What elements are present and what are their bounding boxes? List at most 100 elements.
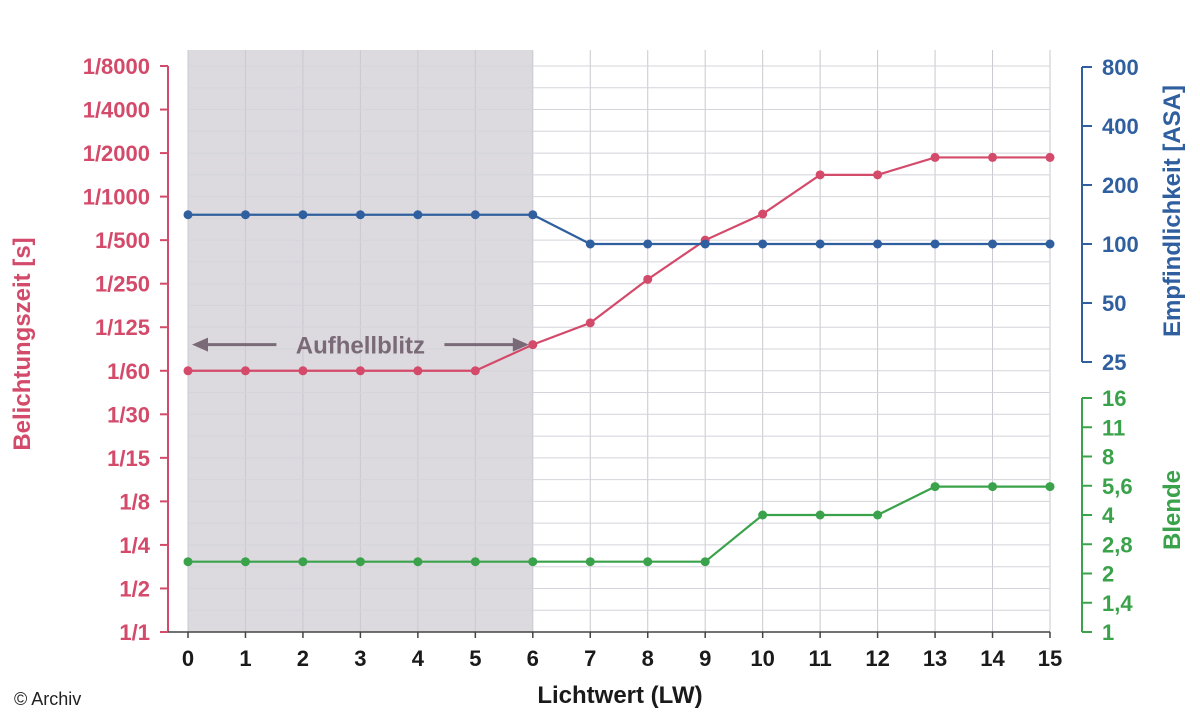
annotation-label: Aufhellblitz: [296, 333, 425, 360]
annotation-arrowhead-left: [192, 337, 208, 352]
left-tick-label: 1/250: [95, 272, 150, 297]
right-top-tick-label: 25: [1102, 350, 1126, 375]
right-bottom-tick-label: 2,8: [1102, 532, 1133, 557]
exposure-time-series-point: [240, 366, 250, 376]
left-tick-label: 1/15: [107, 446, 150, 471]
right-top-tick-label: 800: [1102, 55, 1139, 80]
left-tick-label: 1/4: [119, 533, 150, 558]
aperture-series-point: [585, 557, 595, 567]
asa-series-line: [188, 213, 1050, 246]
left-tick-label: 1/8000: [83, 54, 150, 79]
left-tick-label: 1/2000: [83, 141, 150, 166]
aperture-series-point: [930, 482, 940, 492]
x-tick-label: 15: [1038, 646, 1062, 671]
exposure-time-series-line: [188, 156, 1050, 372]
right-top-tick-label: 100: [1102, 232, 1139, 257]
grid: [187, 50, 1051, 633]
aperture-series-point: [643, 557, 653, 567]
asa-series-point: [643, 239, 653, 249]
asa-series-point: [528, 210, 538, 220]
x-tick-label: 12: [865, 646, 889, 671]
aperture-series-point: [873, 510, 883, 520]
right-top-tick-label: 200: [1102, 173, 1139, 198]
right-top-axis-title: Empfindlichkeit [ASA]: [1159, 85, 1186, 337]
right-bottom-tick-label: 5,6: [1102, 474, 1133, 499]
left-tick-label: 1/125: [95, 315, 150, 340]
x-tick-label: 8: [642, 646, 654, 671]
x-tick-label: 4: [412, 646, 425, 671]
asa-series-point: [413, 210, 423, 220]
x-tick-label: 9: [699, 646, 711, 671]
aperture-series-point: [1045, 482, 1055, 492]
x-tick-label: 1: [239, 646, 251, 671]
asa-series-point: [988, 239, 998, 249]
x-tick-label: 13: [923, 646, 947, 671]
exposure-time-series-point: [988, 152, 998, 162]
right-bottom-axis-title: Blende: [1159, 470, 1186, 550]
x-axis-title: Lichtwert (LW): [537, 682, 702, 709]
annotation: Aufhellblitz: [192, 333, 529, 360]
left-tick-label: 1/1000: [83, 185, 150, 210]
left-tick-label: 1/60: [107, 359, 150, 384]
left-tick-label: 1/500: [95, 228, 150, 253]
asa-series-point: [700, 239, 710, 249]
exposure-time-series-point: [643, 274, 653, 284]
aperture-series-point: [470, 557, 480, 567]
aperture-series-line: [188, 485, 1050, 563]
x-tick-label: 14: [980, 646, 1005, 671]
left-axis-title: Belichtungszeit [s]: [9, 237, 36, 450]
left-tick-label: 1/8: [119, 489, 150, 514]
aperture-series-point: [298, 557, 308, 567]
asa-series-point: [1045, 239, 1055, 249]
exposure-time-series-point: [298, 366, 308, 376]
asa-series-point: [470, 210, 480, 220]
x-tick-label: 10: [750, 646, 774, 671]
aperture-series-point: [988, 482, 998, 492]
exposure-time-series-point: [930, 152, 940, 162]
x-tick-label: 7: [584, 646, 596, 671]
asa-series-point: [815, 239, 825, 249]
left-tick-label: 1/4000: [83, 98, 150, 123]
exposure-time-series-point: [815, 170, 825, 180]
right-bottom-tick-label: 4: [1102, 503, 1115, 528]
asa-series-point: [758, 239, 768, 249]
right-top-tick-label: 400: [1102, 114, 1139, 139]
annotation-arrowhead-right: [512, 337, 529, 352]
asa-series-point: [183, 210, 193, 220]
exposure-time-series-point: [585, 318, 595, 328]
asa-series-point: [930, 239, 940, 249]
right-top-tick-label: 50: [1102, 291, 1126, 316]
asa-series-point: [355, 210, 365, 220]
aperture-series-point: [700, 557, 710, 567]
aperture-series-point: [815, 510, 825, 520]
x-tick-label: 2: [297, 646, 309, 671]
asa-series-point: [585, 239, 595, 249]
left-tick-label: 1/1: [119, 620, 150, 645]
exposure-time-series-point: [413, 366, 423, 376]
x-tick-label: 3: [354, 646, 366, 671]
right-bottom-tick-label: 2: [1102, 562, 1114, 587]
left-tick-label: 1/30: [107, 402, 150, 427]
series-points: [183, 152, 1055, 567]
aperture-series-point: [413, 557, 423, 567]
right-bottom-tick-label: 11: [1102, 415, 1125, 440]
exposure-time-series-point: [355, 366, 365, 376]
exposure-time-series-point: [1045, 152, 1055, 162]
asa-series-point: [873, 239, 883, 249]
right-bottom-tick-label: 8: [1102, 445, 1114, 470]
exposure-time-series-point: [470, 366, 480, 376]
credit-text: © Archiv: [14, 689, 81, 709]
right-bottom-tick-label: 16: [1102, 386, 1126, 411]
exposure-time-series-point: [528, 340, 538, 350]
right-bottom-tick-label: 1,4: [1102, 591, 1133, 616]
series-lines: [188, 156, 1050, 563]
exposure-time-series-point: [183, 366, 193, 376]
left-tick-label: 1/2: [119, 576, 150, 601]
exposure-time-series-point: [873, 170, 883, 180]
asa-series-point: [298, 210, 308, 220]
x-tick-label: 6: [527, 646, 539, 671]
x-tick-label: 0: [182, 646, 194, 671]
axes: [160, 65, 1092, 638]
right-bottom-tick-label: 1: [1102, 620, 1114, 645]
